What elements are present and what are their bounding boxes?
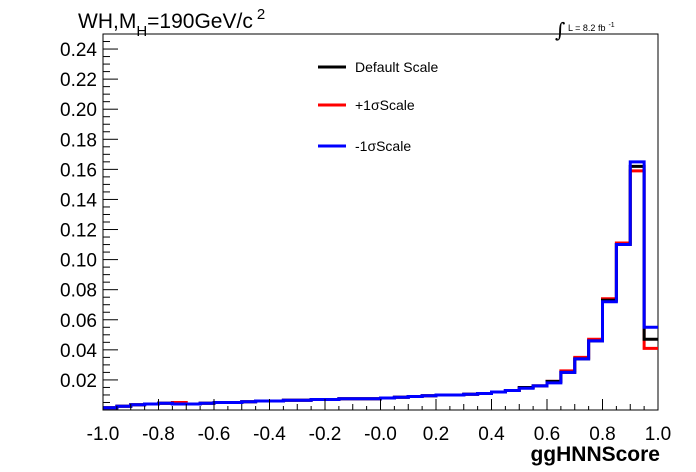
legend-label-default-scale: Default Scale [355, 59, 438, 75]
title-rest: =190GeV/c [147, 10, 253, 33]
lumi-superscript: -1 [608, 22, 614, 29]
y-tick-label: 0.08 [60, 281, 97, 302]
x-axis-title: ggHNNScore [530, 443, 660, 466]
title-subscript: H [136, 23, 147, 40]
series-line-1-scale [103, 160, 658, 410]
x-axis: -1.0 -0.8 -0.6 -0.4 -0.2 -0.0 0.2 0.4 0.6 0.8 1.0 [87, 399, 671, 445]
lumi-integral-sign: ∫ [555, 18, 565, 42]
y-tick-label: 0.20 [60, 100, 97, 121]
chart-title: WH,MH=190GeV/c 2 [78, 6, 265, 40]
y-tick-label: 0.04 [60, 341, 97, 362]
y-tick-label: 0.14 [60, 190, 97, 211]
x-tick-label: 0.8 [589, 424, 615, 445]
luminosity-label: ∫ L = 8.2 fb -1 [555, 18, 615, 42]
y-tick-label: 0.24 [60, 40, 97, 61]
y-tick-label: 0.18 [60, 130, 97, 151]
legend-label-1-scale: +1σScale [355, 97, 415, 113]
y-axis: 0.02 0.04 0.06 0.08 0.10 0.12 0.14 0.16 0.18 0.20… [60, 33, 118, 411]
y-tick-label: 0.06 [60, 311, 97, 332]
y-tick-label: 0.02 [60, 371, 97, 392]
title-main: WH,M [78, 10, 136, 33]
legend-label-1-scale: -1σScale [355, 138, 411, 154]
x-tick-label: -0.8 [142, 424, 175, 445]
x-tick-label: 0.2 [423, 424, 449, 445]
x-tick-label: -1.0 [87, 424, 120, 445]
series-layer [103, 160, 658, 410]
y-tick-label: 0.12 [60, 221, 97, 242]
x-tick-label: -0.6 [198, 424, 231, 445]
plot-frame [102, 33, 659, 411]
svg-text:L = 8.2 fb-1: L = 8.2 fb -1 [568, 22, 615, 33]
svg-text:WH,MH=190GeV/c2: WH,MH=190GeV/c 2 [78, 6, 265, 40]
x-tick-label: -0.0 [364, 424, 397, 445]
y-tick-label: 0.10 [60, 251, 97, 272]
x-tick-label: 0.6 [534, 424, 560, 445]
legend: Default Scale +1σScale -1σScale [318, 59, 438, 154]
y-tick-label: 0.16 [60, 160, 97, 181]
y-tick-label: 0.22 [60, 70, 97, 91]
x-tick-label: -0.4 [253, 424, 286, 445]
title-superscript: 2 [257, 6, 265, 23]
x-tick-label: 1.0 [645, 424, 671, 445]
lumi-text: L = 8.2 fb [568, 23, 605, 33]
x-tick-label: -0.2 [309, 424, 342, 445]
x-tick-label: 0.4 [478, 424, 505, 445]
